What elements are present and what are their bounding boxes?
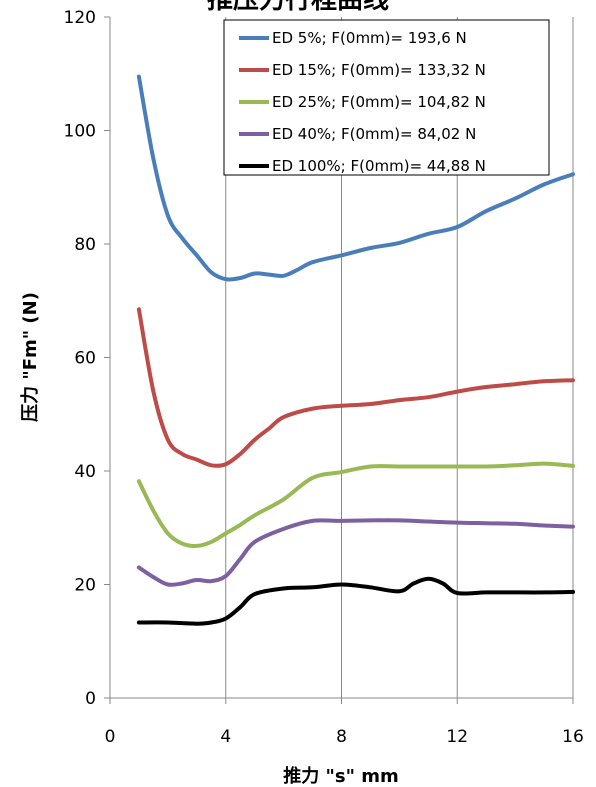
series-line-1 — [136, 74, 575, 282]
axes: 0 20 40 60 80 100 120 0 4 8 12 16 — [64, 8, 584, 747]
x-tick-label: 16 — [562, 727, 584, 747]
chart-title: 推压力行程曲线 — [207, 0, 389, 15]
y-tick-label: 80 — [74, 235, 96, 255]
series-line-5 — [136, 576, 575, 626]
legend-box — [223, 19, 550, 176]
legend-label: ED 5%; F(0mm)= 193,6 N — [272, 29, 467, 47]
y-tick-label: 0 — [85, 689, 96, 709]
series-line-3 — [136, 461, 575, 548]
series-line-2 — [136, 307, 575, 468]
x-tick-label: 4 — [220, 727, 231, 747]
series-line-4 — [136, 518, 575, 587]
y-axis-label: 压力 "Fm" (N) — [20, 292, 41, 422]
legend-label: ED 15%; F(0mm)= 133,32 N — [272, 61, 486, 79]
y-tick-label: 100 — [64, 122, 96, 142]
series-lines — [136, 74, 575, 626]
legend-label: ED 25%; F(0mm)= 104,82 N — [272, 93, 486, 111]
y-tick-label: 40 — [74, 462, 96, 482]
legend-label: ED 100%; F(0mm)= 44,88 N — [272, 157, 486, 175]
y-tick-label: 60 — [74, 349, 96, 369]
y-tick-label: 120 — [64, 8, 96, 28]
x-tick-label: 0 — [105, 727, 116, 747]
x-tick-label: 12 — [446, 727, 468, 747]
legend: ED 5%; F(0mm)= 193,6 N ED 15%; F(0mm)= 13… — [223, 19, 550, 176]
x-axis-label: 推力 "s" mm — [283, 765, 399, 787]
x-tick-label: 8 — [336, 727, 347, 747]
y-tick-label: 20 — [74, 576, 96, 596]
legend-label: ED 40%; F(0mm)= 84,02 N — [272, 125, 476, 143]
